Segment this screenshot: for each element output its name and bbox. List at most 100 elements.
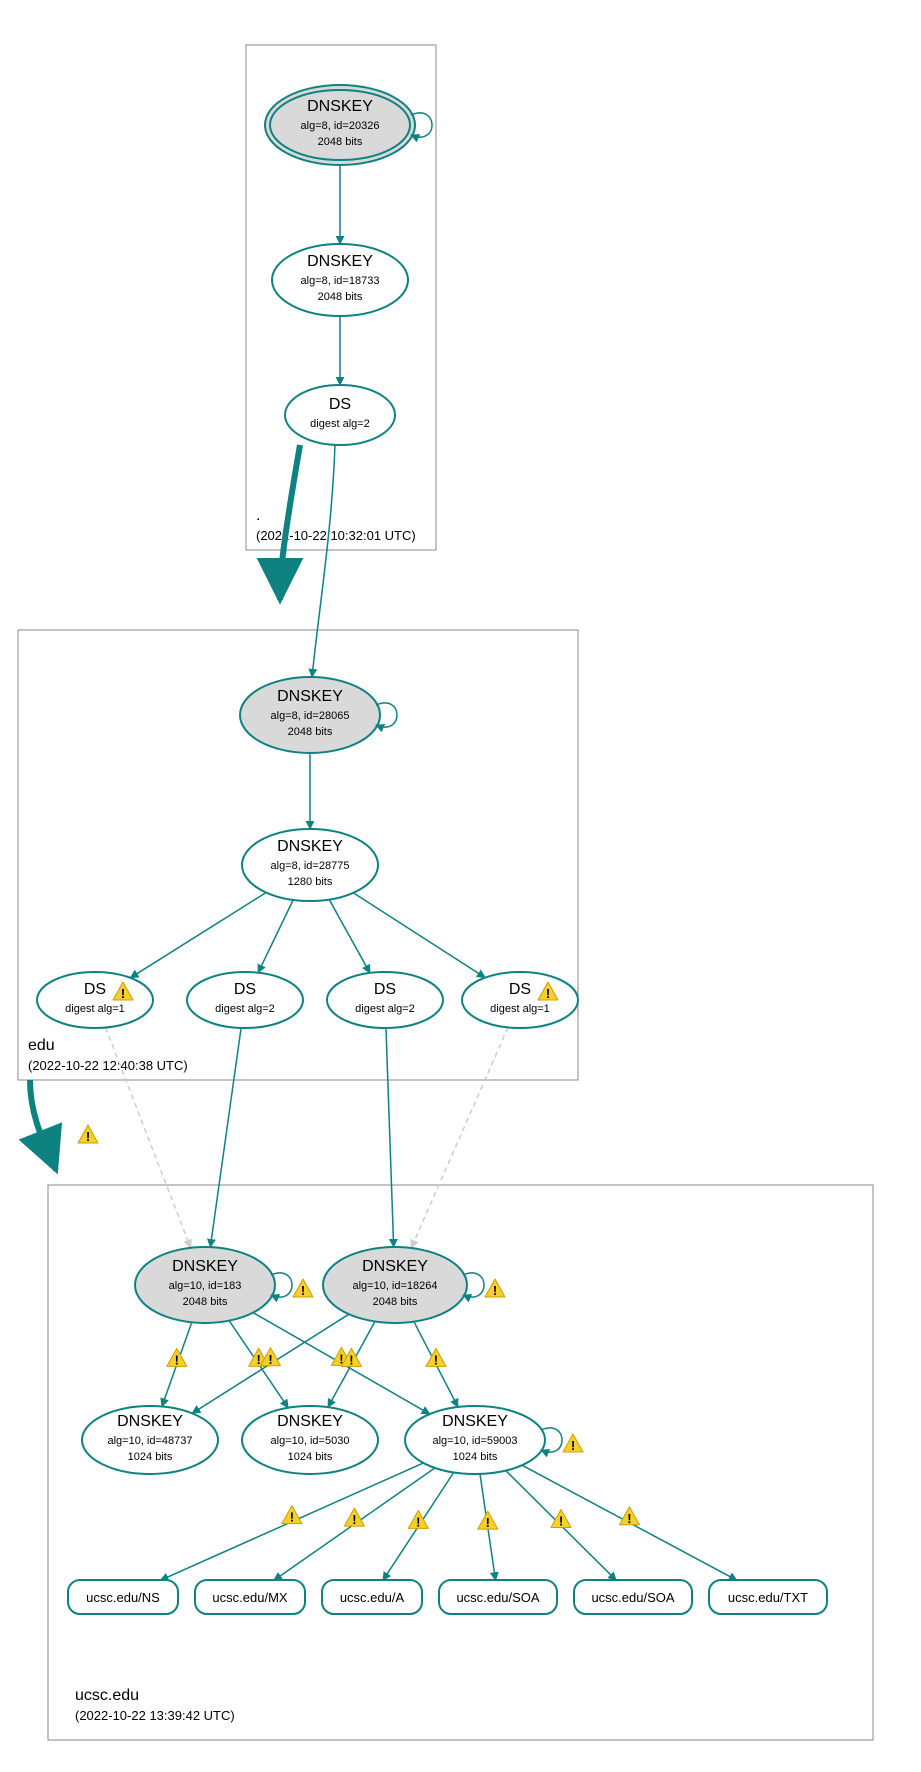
node-title: DNSKEY <box>172 1258 238 1275</box>
node-n1: DNSKEY alg=8, id=20326 2048 bits <box>265 85 432 165</box>
node-sub: 2048 bits <box>318 291 363 303</box>
node-sub: alg=10, id=183 <box>169 1280 242 1292</box>
svg-text:!: ! <box>290 1510 294 1525</box>
node-n3: DS digest alg=2 <box>285 385 395 445</box>
node-r4: ucsc.edu/SOA <box>439 1580 557 1614</box>
svg-text:!: ! <box>559 1513 563 1528</box>
node-sub: 1024 bits <box>128 1451 173 1463</box>
edge <box>411 1027 508 1248</box>
node-sub: alg=8, id=28065 <box>271 710 350 722</box>
node-n13: DNSKEY alg=10, id=5030 1024 bits <box>242 1406 378 1474</box>
svg-text:!: ! <box>493 1283 497 1298</box>
edges: !!!!!!!!!!!! <box>106 165 737 1580</box>
edge <box>258 900 293 973</box>
node-sub: digest alg=1 <box>490 1003 550 1015</box>
record-label: ucsc.edu/NS <box>86 1590 160 1605</box>
svg-text:!: ! <box>86 1129 90 1144</box>
node-sub: alg=8, id=28775 <box>271 860 350 872</box>
nodes: DNSKEY alg=8, id=20326 2048 bits DNSKEY alg=… <box>37 85 827 1614</box>
warning-icon: ! <box>282 1506 302 1525</box>
node-n10: DNSKEYalg=10, id=1832048 bits! <box>135 1247 313 1323</box>
node-title: DS <box>234 981 256 998</box>
svg-text:!: ! <box>121 986 125 1001</box>
node-n5: DNSKEY alg=8, id=28775 1280 bits <box>242 829 378 901</box>
node-sub: 2048 bits <box>373 1296 418 1308</box>
node-title: DS <box>509 981 531 998</box>
node-sub: digest alg=2 <box>310 418 370 430</box>
node-r5: ucsc.edu/SOA <box>574 1580 692 1614</box>
node-title: DNSKEY <box>277 838 343 855</box>
warning-icon: ! <box>485 1279 505 1298</box>
node-title: DNSKEY <box>307 98 373 115</box>
node-title: DS <box>329 396 351 413</box>
warning-icon: ! <box>563 1434 583 1453</box>
node-sub: 2048 bits <box>288 726 333 738</box>
node-n2: DNSKEY alg=8, id=18733 2048 bits <box>272 244 408 316</box>
svg-text:!: ! <box>257 1352 261 1367</box>
svg-text:!: ! <box>434 1352 438 1367</box>
edge <box>353 893 485 978</box>
node-sub: 2048 bits <box>318 136 363 148</box>
warning-icon: ! <box>167 1348 187 1367</box>
edge <box>386 1028 394 1247</box>
node-n12: DNSKEY alg=10, id=48737 1024 bits <box>82 1406 218 1474</box>
node-n4: DNSKEY alg=8, id=28065 2048 bits <box>240 677 397 753</box>
warning-icon: ! <box>619 1507 639 1526</box>
record-label: ucsc.edu/MX <box>212 1590 287 1605</box>
svg-text:!: ! <box>268 1352 272 1367</box>
record-label: ucsc.edu/SOA <box>456 1590 539 1605</box>
node-sub: alg=8, id=18733 <box>301 275 380 287</box>
node-sub: 1024 bits <box>288 1451 333 1463</box>
node-n8: DSdigest alg=2 <box>327 972 443 1028</box>
edge <box>210 1028 241 1247</box>
node-n6: DS digest alg=1! <box>37 972 153 1028</box>
node-sub: digest alg=2 <box>355 1003 415 1015</box>
node-n14: DNSKEY alg=10, id=59003 1024 bits! <box>405 1406 583 1474</box>
edge <box>130 893 266 978</box>
node-title: DNSKEY <box>362 1258 428 1275</box>
node-sub: alg=10, id=5030 <box>271 1435 350 1447</box>
svg-text:!: ! <box>546 986 550 1001</box>
node-title: DS <box>84 981 106 998</box>
dnssec-graph: .(2022-10-22 10:32:01 UTC)edu(2022-10-22… <box>0 0 921 1772</box>
node-r3: ucsc.edu/A <box>322 1580 422 1614</box>
node-title: DNSKEY <box>277 1413 343 1430</box>
record-label: ucsc.edu/SOA <box>591 1590 674 1605</box>
warning-icon: ! <box>78 1125 98 1144</box>
svg-text:!: ! <box>627 1511 631 1526</box>
node-sub: 1024 bits <box>453 1451 498 1463</box>
record-label: ucsc.edu/TXT <box>728 1590 808 1605</box>
node-sub: 1280 bits <box>288 876 333 888</box>
svg-text:!: ! <box>352 1512 356 1527</box>
record-label: ucsc.edu/A <box>340 1590 405 1605</box>
svg-text:!: ! <box>175 1352 179 1367</box>
cluster-timestamp: (2022-10-22 10:32:01 UTC) <box>256 528 416 543</box>
svg-text:!: ! <box>301 1283 305 1298</box>
svg-text:!: ! <box>486 1515 490 1530</box>
svg-text:!: ! <box>416 1514 420 1529</box>
cluster-label: ucsc.edu <box>75 1687 139 1704</box>
svg-text:!: ! <box>349 1352 353 1367</box>
node-r1: ucsc.edu/NS <box>68 1580 178 1614</box>
node-sub: alg=10, id=18264 <box>352 1280 437 1292</box>
node-sub: alg=10, id=48737 <box>107 1435 192 1447</box>
node-n11: DNSKEY alg=10, id=18264 2048 bits! <box>323 1247 505 1323</box>
warning-icon: ! <box>344 1508 364 1527</box>
warning-icon: ! <box>478 1511 498 1530</box>
node-sub: alg=10, id=59003 <box>432 1435 517 1447</box>
warning-icon: ! <box>293 1279 313 1298</box>
cluster-label: . <box>256 507 260 524</box>
cluster-timestamp: (2022-10-22 13:39:42 UTC) <box>75 1708 235 1723</box>
warning-icon: ! <box>408 1510 428 1529</box>
node-n9: DS digest alg=1! <box>462 972 578 1028</box>
node-title: DNSKEY <box>277 688 343 705</box>
node-sub: digest alg=1 <box>65 1003 125 1015</box>
node-sub: digest alg=2 <box>215 1003 275 1015</box>
node-title: DNSKEY <box>117 1413 183 1430</box>
cluster-timestamp: (2022-10-22 12:40:38 UTC) <box>28 1058 188 1073</box>
node-title: DNSKEY <box>307 253 373 270</box>
node-r6: ucsc.edu/TXT <box>709 1580 827 1614</box>
node-n7: DS digest alg=2 <box>187 972 303 1028</box>
node-title: DNSKEY <box>442 1413 508 1430</box>
node-sub: alg=8, id=20326 <box>301 120 380 132</box>
